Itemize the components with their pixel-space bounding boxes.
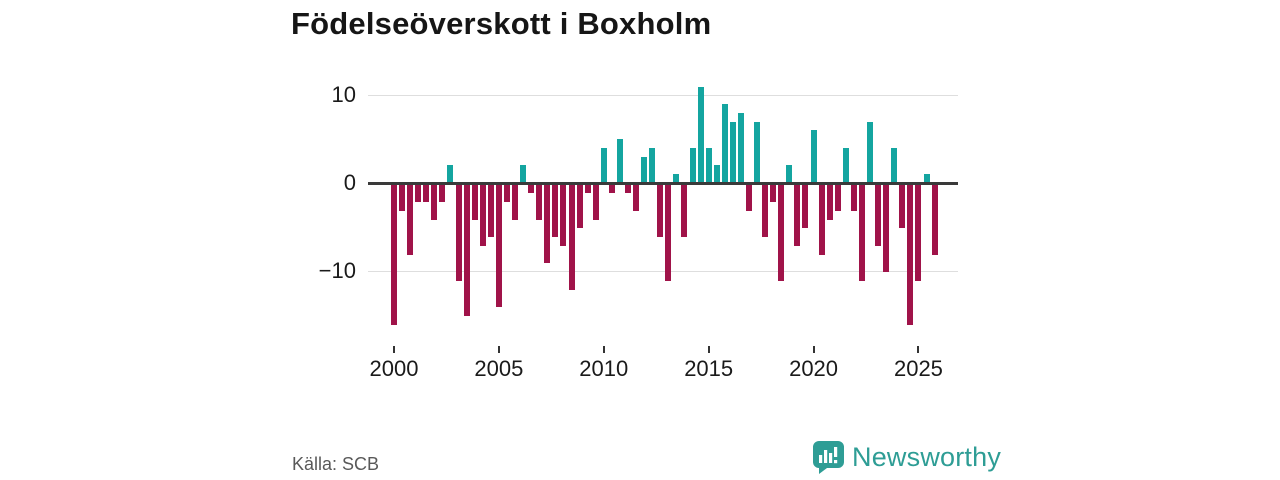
y-axis-tick-label: 10	[331, 82, 356, 108]
bar	[407, 184, 414, 255]
bar	[899, 184, 906, 229]
y-axis-tick-label: 0	[343, 170, 356, 195]
gridline	[368, 95, 958, 97]
bar	[778, 184, 785, 281]
bar	[399, 184, 406, 211]
bar	[842, 147, 849, 183]
bar	[463, 184, 470, 317]
newsworthy-wordmark: Newsworthy	[852, 441, 1002, 472]
newsworthy-logo-icon	[813, 441, 844, 474]
x-axis-tick-label: 2000	[369, 356, 419, 381]
bar	[624, 184, 631, 194]
bar	[423, 184, 430, 203]
bar	[762, 184, 769, 238]
newsworthy-branding: Newsworthy	[812, 440, 1001, 474]
x-axis-tick-label: 2025	[893, 356, 943, 381]
gridline	[368, 270, 958, 272]
bar	[568, 184, 575, 290]
bar	[915, 184, 922, 281]
bar	[834, 184, 841, 211]
bar	[705, 147, 712, 183]
bar	[657, 184, 664, 238]
bar	[818, 184, 825, 255]
bar	[875, 184, 882, 246]
bar	[713, 165, 720, 183]
bar	[931, 184, 938, 255]
bar	[600, 147, 607, 183]
bar	[592, 184, 599, 220]
bar	[907, 184, 914, 325]
zero-axis-line	[368, 181, 958, 185]
bar	[487, 184, 494, 238]
bar	[544, 184, 551, 264]
bar	[536, 184, 543, 220]
bar	[689, 147, 696, 183]
x-axis-tick-label: 2005	[474, 356, 524, 381]
bar	[746, 184, 753, 211]
bar	[802, 184, 809, 229]
x-axis-tick-mark	[917, 346, 920, 353]
x-axis-tick-mark	[812, 346, 815, 353]
bar	[503, 184, 510, 203]
bar	[786, 165, 793, 183]
x-axis-tick-mark	[707, 346, 710, 353]
x-axis-tick-mark	[393, 346, 395, 353]
bar	[883, 184, 890, 273]
bar	[867, 121, 874, 183]
bar	[528, 184, 535, 194]
bar	[439, 184, 446, 203]
bar	[923, 174, 930, 183]
x-axis-tick-label: 2020	[789, 356, 839, 381]
bar	[697, 86, 704, 183]
bar	[850, 184, 857, 211]
bar	[560, 184, 567, 246]
bar	[495, 184, 502, 308]
bar	[616, 139, 623, 183]
bar	[391, 184, 397, 325]
bar	[673, 174, 680, 183]
source-label: Källa: SCB	[292, 454, 380, 474]
bar	[512, 184, 519, 220]
bar	[641, 156, 648, 183]
bar	[447, 165, 454, 183]
bar	[415, 184, 422, 203]
bar	[431, 184, 438, 220]
bar	[770, 184, 777, 203]
bar	[858, 184, 865, 281]
bar	[576, 184, 583, 229]
bar	[608, 184, 615, 194]
bar	[665, 184, 672, 281]
x-axis-tick-label: 2015	[684, 356, 734, 381]
bar	[681, 184, 688, 238]
x-axis-tick-label: 2010	[579, 356, 629, 381]
bar	[729, 121, 736, 183]
bar	[794, 184, 801, 246]
bar	[649, 147, 656, 183]
x-axis-tick-mark	[602, 346, 605, 353]
bar	[584, 184, 591, 194]
bar	[471, 184, 478, 220]
chart-title: Födelseöverskott i Boxholm	[291, 6, 712, 41]
bar	[552, 184, 559, 238]
bar	[479, 184, 486, 246]
bar	[455, 184, 462, 281]
bar	[891, 147, 898, 183]
y-axis-tick-label: −10	[318, 257, 356, 283]
bar	[520, 165, 527, 183]
bar	[633, 184, 640, 211]
x-axis-tick-mark	[497, 346, 500, 353]
bar	[754, 121, 761, 183]
bar	[826, 184, 833, 220]
bar	[737, 112, 744, 183]
bar	[810, 130, 817, 183]
bar	[721, 104, 728, 183]
